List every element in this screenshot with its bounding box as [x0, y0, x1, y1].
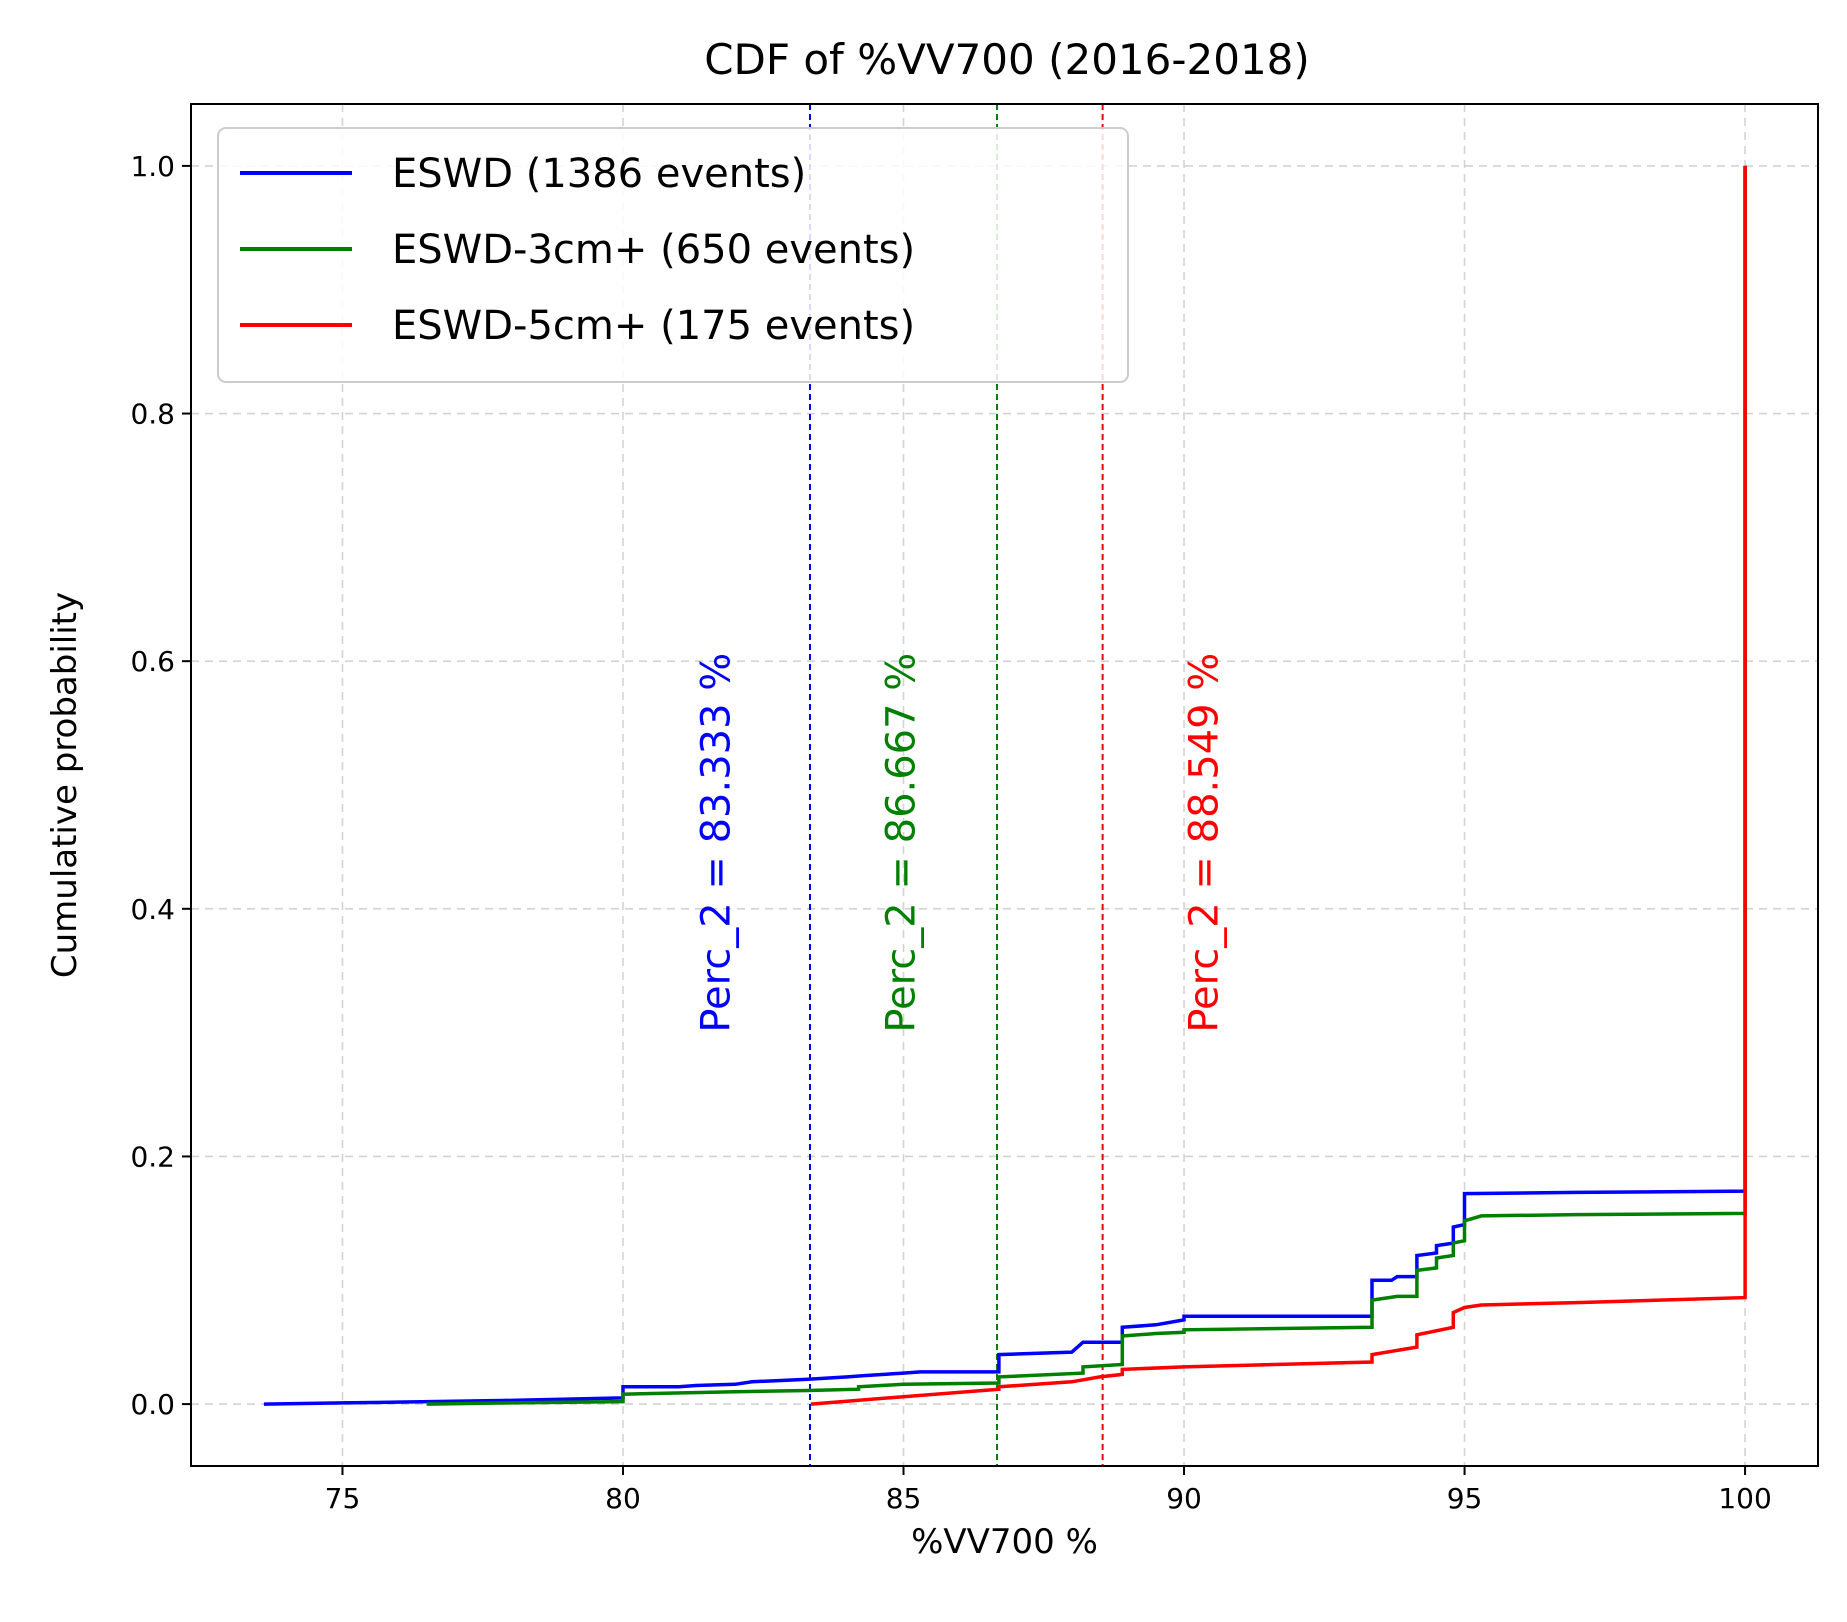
legend-entry: ESWD-5cm+ (175 events) — [392, 303, 915, 349]
x-tick-label: 90 — [1166, 1482, 1202, 1515]
y-tick-label: 0.8 — [130, 398, 175, 431]
y-tick-label: 0.0 — [130, 1388, 175, 1421]
series-line — [263, 165, 1747, 1406]
y-axis-ticks: 0.0 0.2 0.4 0.6 0.8 1.0 — [130, 150, 191, 1421]
x-tick-label: 75 — [325, 1482, 361, 1515]
legend-entry: ESWD (1386 events) — [392, 151, 806, 197]
legend-entry: ESWD-3cm+ (650 events) — [392, 227, 915, 273]
percentile-label: Perc_2 = 83.333 % — [694, 653, 740, 1033]
percentile-label: Perc_2 = 88.549 % — [1182, 653, 1228, 1033]
x-tick-label: 100 — [1718, 1482, 1771, 1515]
series-line — [426, 165, 1747, 1406]
y-tick-label: 0.2 — [130, 1140, 175, 1173]
legend-box — [217, 127, 1129, 383]
x-axis-ticks: 75 80 85 90 95 100 — [325, 1466, 1772, 1515]
x-axis-label: %VV700 % — [911, 1522, 1098, 1562]
x-tick-label: 95 — [1447, 1482, 1483, 1515]
legend: ESWD (1386 events) ESWD-3cm+ (650 events)… — [217, 127, 1129, 383]
y-axis-label: Cumulative probability — [45, 592, 85, 978]
percentile-label: Perc_2 = 86.667 % — [879, 653, 925, 1033]
plot-frame — [190, 103, 1819, 1467]
series-layer — [263, 165, 1747, 1406]
reference-lines: Perc_2 = 83.333 % Perc_2 = 86.667 % Perc_2… — [694, 104, 1228, 1466]
x-tick-label: 80 — [605, 1482, 641, 1515]
y-tick-label: 1.0 — [130, 150, 175, 183]
y-tick-label: 0.6 — [130, 645, 175, 678]
x-tick-label: 85 — [886, 1482, 922, 1515]
series-line — [810, 165, 1747, 1406]
y-tick-label: 0.4 — [130, 893, 175, 926]
chart-title: CDF of %VV700 (2016-2018) — [704, 35, 1310, 84]
